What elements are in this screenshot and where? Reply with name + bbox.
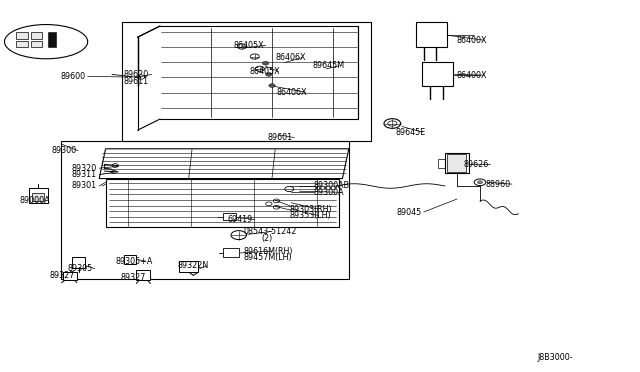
Text: 89457M(LH): 89457M(LH) xyxy=(243,253,292,262)
Bar xyxy=(63,272,77,280)
Bar xyxy=(106,179,339,227)
Circle shape xyxy=(477,181,483,184)
Text: 86406X: 86406X xyxy=(276,88,307,97)
Text: 89616M(RH): 89616M(RH) xyxy=(243,247,292,256)
Text: 69419: 69419 xyxy=(227,215,252,224)
Text: 89645M: 89645M xyxy=(312,61,344,70)
Text: 89300AB: 89300AB xyxy=(314,182,349,190)
Bar xyxy=(223,248,239,257)
Text: 86400X: 86400X xyxy=(457,71,488,80)
Bar xyxy=(179,261,198,272)
Circle shape xyxy=(266,73,272,76)
Text: 89300: 89300 xyxy=(51,146,76,155)
Text: 86405X: 86405X xyxy=(250,67,280,76)
Bar xyxy=(29,188,48,203)
Polygon shape xyxy=(99,149,349,179)
Text: 86406X: 86406X xyxy=(275,53,306,62)
Circle shape xyxy=(262,61,269,65)
Bar xyxy=(32,193,44,201)
Ellipse shape xyxy=(4,25,88,59)
Bar xyxy=(122,22,371,141)
Text: 89620: 89620 xyxy=(124,70,148,79)
Bar xyxy=(61,141,349,279)
Circle shape xyxy=(269,84,275,87)
Text: J8B3000-: J8B3000- xyxy=(538,353,573,362)
Text: 89353(LH): 89353(LH) xyxy=(289,211,331,220)
Text: 89327: 89327 xyxy=(120,273,146,282)
Text: 86400X: 86400X xyxy=(457,36,488,45)
Text: 89320: 89320 xyxy=(72,164,97,173)
Bar xyxy=(422,62,453,86)
Bar xyxy=(16,41,28,47)
Text: 89600: 89600 xyxy=(61,72,86,81)
Bar xyxy=(31,41,42,47)
Text: 89322N: 89322N xyxy=(178,262,209,270)
Bar xyxy=(72,257,85,268)
Text: 89303(RH): 89303(RH) xyxy=(289,205,332,214)
Text: 86405X: 86405X xyxy=(234,41,264,50)
Bar xyxy=(31,32,42,39)
Bar xyxy=(416,22,447,46)
Bar xyxy=(136,270,150,280)
Text: 89311: 89311 xyxy=(72,170,97,179)
Text: 89626: 89626 xyxy=(463,160,488,169)
Bar xyxy=(48,32,56,47)
Bar xyxy=(124,255,136,264)
Text: 89327: 89327 xyxy=(49,271,75,280)
Text: 89305+A: 89305+A xyxy=(115,257,152,266)
Bar xyxy=(16,32,28,39)
Bar xyxy=(223,213,236,220)
Text: 08543-51242: 08543-51242 xyxy=(243,227,296,236)
Text: 89601: 89601 xyxy=(268,133,292,142)
Text: (2): (2) xyxy=(261,234,273,243)
Text: 89300A: 89300A xyxy=(314,188,344,197)
Bar xyxy=(438,159,445,168)
Text: 89305: 89305 xyxy=(67,264,92,273)
Text: 89611: 89611 xyxy=(124,77,148,86)
Text: 89000A: 89000A xyxy=(19,196,50,205)
Text: 88960: 88960 xyxy=(485,180,510,189)
Text: 89301: 89301 xyxy=(72,182,97,190)
Bar xyxy=(447,154,466,172)
Text: 89645E: 89645E xyxy=(396,128,426,137)
Text: 89045: 89045 xyxy=(397,208,422,217)
Bar xyxy=(445,153,469,173)
